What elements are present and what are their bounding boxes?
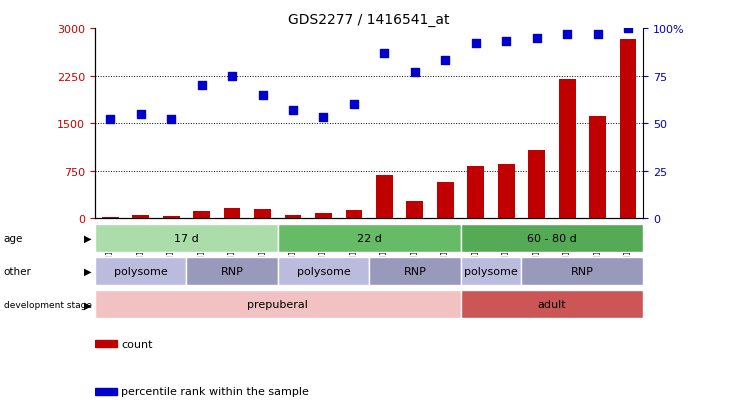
- Point: [561, 31, 573, 38]
- Bar: [437, 182, 454, 219]
- Bar: [224, 209, 240, 219]
- Point: [105, 117, 116, 123]
- Point: [379, 50, 390, 57]
- Bar: [193, 211, 210, 219]
- Bar: [376, 176, 393, 219]
- Point: [622, 26, 634, 32]
- Text: prepuberal: prepuberal: [247, 299, 308, 310]
- Text: adult: adult: [537, 299, 567, 310]
- Point: [257, 92, 268, 99]
- Bar: [467, 167, 484, 219]
- Point: [500, 39, 512, 45]
- Bar: [529, 150, 545, 219]
- Text: ▶: ▶: [84, 266, 91, 277]
- Bar: [406, 201, 423, 219]
- Text: percentile rank within the sample: percentile rank within the sample: [121, 387, 309, 396]
- Bar: [558, 80, 575, 219]
- Bar: [346, 211, 363, 219]
- Text: RNP: RNP: [571, 266, 594, 277]
- Point: [287, 107, 299, 114]
- Text: development stage: development stage: [4, 300, 91, 309]
- Bar: [95, 258, 186, 285]
- Text: polysome: polysome: [297, 266, 350, 277]
- Text: ▶: ▶: [84, 299, 91, 310]
- Text: count: count: [121, 339, 153, 349]
- Bar: [461, 291, 643, 318]
- Text: 60 - 80 d: 60 - 80 d: [527, 233, 577, 244]
- Point: [196, 83, 208, 89]
- Bar: [102, 217, 118, 219]
- Bar: [620, 40, 637, 219]
- Text: age: age: [4, 233, 23, 244]
- Bar: [254, 210, 271, 219]
- Bar: [498, 165, 515, 219]
- Bar: [95, 291, 461, 318]
- Bar: [163, 217, 180, 219]
- Point: [135, 111, 146, 118]
- Text: other: other: [4, 266, 31, 277]
- Bar: [95, 340, 117, 347]
- Text: polysome: polysome: [114, 266, 167, 277]
- Bar: [132, 216, 149, 219]
- Text: 22 d: 22 d: [357, 233, 382, 244]
- Point: [317, 115, 329, 121]
- Point: [409, 69, 421, 76]
- Title: GDS2277 / 1416541_at: GDS2277 / 1416541_at: [289, 12, 450, 26]
- Bar: [369, 258, 461, 285]
- Bar: [186, 258, 278, 285]
- Bar: [461, 258, 521, 285]
- Bar: [95, 388, 117, 395]
- Point: [348, 102, 360, 108]
- Point: [531, 35, 542, 42]
- Bar: [278, 258, 369, 285]
- Text: ▶: ▶: [84, 233, 91, 244]
- Point: [470, 41, 482, 47]
- Text: polysome: polysome: [464, 266, 518, 277]
- Text: RNP: RNP: [221, 266, 243, 277]
- Text: RNP: RNP: [404, 266, 426, 277]
- Bar: [461, 225, 643, 252]
- Point: [227, 73, 238, 80]
- Bar: [278, 225, 461, 252]
- Point: [439, 58, 451, 64]
- Bar: [315, 213, 332, 219]
- Point: [165, 117, 177, 123]
- Bar: [521, 258, 643, 285]
- Bar: [589, 116, 606, 219]
- Bar: [284, 215, 301, 219]
- Point: [592, 31, 604, 38]
- Text: 17 d: 17 d: [174, 233, 199, 244]
- Bar: [95, 225, 278, 252]
